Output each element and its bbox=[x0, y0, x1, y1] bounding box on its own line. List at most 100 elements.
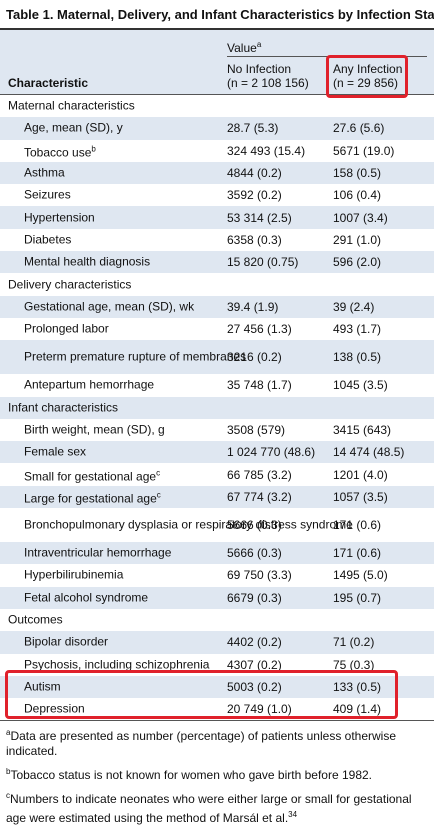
table-row: Large for gestational agec 67 774 (3.2) 10… bbox=[0, 485, 434, 509]
label-text: Small for gestational age bbox=[24, 469, 157, 484]
label-text: Psychosis, including schizophrenia bbox=[24, 657, 210, 672]
row-label: Fetal alcohol syndrome bbox=[24, 591, 224, 604]
table-row: Hypertension 53 314 (2.5) 1007 (3.4) bbox=[0, 206, 434, 229]
label-text: Tobacco use bbox=[24, 145, 92, 160]
table-row: Tobacco useb 324 493 (15.4) 5671 (19.0) bbox=[0, 140, 434, 162]
table-row: Asthma 4844 (0.2) 158 (0.5) bbox=[0, 161, 434, 185]
table-row: Small for gestational agec 66 785 (3.2) 12… bbox=[0, 463, 434, 485]
row-label: Large for gestational agec bbox=[24, 488, 224, 505]
row-label: Bronchopulmonary dysplasia or respirator… bbox=[24, 518, 353, 532]
cell: 66 785 (3.2) bbox=[227, 467, 292, 482]
column-heading: No Infection bbox=[227, 62, 292, 76]
column-heading: Any Infection bbox=[333, 62, 403, 76]
row-label: Prolonged labor bbox=[24, 321, 224, 336]
cell: 133 (0.5) bbox=[333, 679, 382, 694]
row-label: Female sex bbox=[24, 444, 224, 459]
label-text: Gestational age, mean (SD), wk bbox=[24, 299, 195, 314]
table-body: Maternal characteristics Age, mean (SD), … bbox=[0, 95, 434, 720]
cell: 1 024 770 (48.6) bbox=[227, 445, 316, 460]
cell: 27.6 (5.6) bbox=[333, 121, 385, 136]
row-label: Autism bbox=[24, 680, 224, 693]
note-mark: a bbox=[256, 40, 262, 49]
cell: 5666 (0.3) bbox=[227, 518, 282, 533]
cell: 171 (0.6) bbox=[333, 518, 382, 533]
cell: 67 774 (3.2) bbox=[227, 489, 292, 504]
table-title: Table 1. Maternal, Delivery, and Infant … bbox=[0, 0, 434, 30]
cell: 35 748 (1.7) bbox=[227, 378, 292, 393]
cell: 3592 (0.2) bbox=[227, 188, 282, 203]
footnote-text: Numbers to indicate neonates who were ei… bbox=[6, 792, 412, 826]
highlight-box bbox=[326, 55, 408, 98]
cell: 324 493 (15.4) bbox=[227, 143, 306, 158]
row-label: Small for gestational agec bbox=[24, 466, 224, 483]
section-row: Outcomes bbox=[0, 609, 434, 631]
note-mark: b bbox=[6, 767, 11, 777]
label-text: Bronchopulmonary dysplasia or respirator… bbox=[24, 517, 353, 532]
label-text: Asthma bbox=[24, 165, 65, 180]
row-label: Age, mean (SD), y bbox=[24, 121, 224, 135]
cell: 6679 (0.3) bbox=[227, 590, 282, 605]
table-row: Hyperbilirubinemia 69 750 (3.3) 1495 (5.0) bbox=[0, 564, 434, 586]
row-label: Seizures bbox=[24, 188, 224, 202]
note-mark: c bbox=[156, 468, 161, 478]
table-row: Diabetes 6358 (0.3) 291 (1.0) bbox=[0, 229, 434, 251]
cell: 158 (0.5) bbox=[333, 166, 382, 181]
cell: 1057 (3.5) bbox=[333, 489, 388, 504]
row-label: Antepartum hemorrhage bbox=[24, 378, 224, 392]
table-row: Age, mean (SD), y 28.7 (5.3) 27.6 (5.6) bbox=[0, 117, 434, 140]
table-row: Autism 5003 (0.2) 133 (0.5) bbox=[0, 675, 434, 699]
label-text: Large for gestational age bbox=[24, 491, 157, 506]
section-title: Delivery characteristics bbox=[8, 277, 132, 292]
value-heading: Valuea bbox=[227, 40, 261, 55]
label-text: Mental health diagnosis bbox=[24, 254, 151, 269]
cell: 5666 (0.3) bbox=[227, 546, 282, 561]
cell: 3508 (579) bbox=[227, 423, 286, 437]
cell: 69 750 (3.3) bbox=[227, 568, 292, 583]
row-label: Birth weight, mean (SD), g bbox=[24, 422, 224, 437]
characteristic-heading: Characteristic bbox=[8, 76, 89, 90]
footnote-text: Data are presented as number (percentage… bbox=[6, 729, 397, 759]
section-title: Outcomes bbox=[8, 612, 63, 627]
label-text: Female sex bbox=[24, 444, 87, 459]
cell: 39 (2.4) bbox=[333, 299, 375, 314]
cell: 1045 (3.5) bbox=[333, 378, 388, 393]
table-row: Birth weight, mean (SD), g 3508 (579) 3415… bbox=[0, 419, 434, 441]
label-text: Birth weight, mean (SD), g bbox=[24, 422, 165, 437]
table-row: Seizures 3592 (0.2) 106 (0.4) bbox=[0, 184, 434, 206]
cell: 75 (0.3) bbox=[333, 657, 375, 672]
table-row: Gestational age, mean (SD), wk 39.4 (1.9)… bbox=[0, 295, 434, 318]
cell: 28.7 (5.3) bbox=[227, 121, 279, 136]
cell: 15 820 (0.75) bbox=[227, 255, 299, 270]
cell: 71 (0.2) bbox=[333, 635, 375, 650]
label-text: Intraventricular hemorrhage bbox=[24, 545, 172, 560]
cell: 138 (0.5) bbox=[333, 350, 382, 365]
footnote-text: Tobacco status is not known for women wh… bbox=[10, 768, 372, 783]
footnotes: aData are presented as number (percentag… bbox=[0, 720, 434, 826]
label-text: Hyperbilirubinemia bbox=[24, 567, 124, 582]
footnote: bTobacco status is not known for women w… bbox=[6, 764, 428, 783]
value-text: Value bbox=[227, 41, 257, 55]
cell: 3216 (0.2) bbox=[227, 350, 282, 365]
cell: 14 474 (48.5) bbox=[333, 445, 405, 460]
cell: 171 (0.6) bbox=[333, 546, 382, 561]
table-row: Prolonged labor 27 456 (1.3) 493 (1.7) bbox=[0, 318, 434, 340]
row-label: Hypertension bbox=[24, 211, 224, 224]
label-text: Preterm premature rupture of membranes bbox=[24, 349, 247, 364]
table-row: Bipolar disorder 4402 (0.2) 71 (0.2) bbox=[0, 631, 434, 654]
column-n: (n = 29 856) bbox=[333, 76, 399, 90]
section-row: Maternal characteristics bbox=[0, 95, 434, 117]
cell: 291 (1.0) bbox=[333, 232, 382, 247]
section-title: Maternal characteristics bbox=[8, 98, 135, 113]
table-row: Depression 20 749 (1.0) 409 (1.4) bbox=[0, 698, 434, 720]
section-title: Infant characteristics bbox=[8, 400, 119, 415]
row-label: Mental health diagnosis bbox=[24, 254, 224, 269]
cell: 5003 (0.2) bbox=[227, 679, 282, 694]
label-text: Prolonged labor bbox=[24, 321, 109, 336]
footnote: cNumbers to indicate neonates who were e… bbox=[6, 788, 428, 826]
cell: 1201 (4.0) bbox=[333, 467, 388, 482]
row-label: Preterm premature rupture of membranes bbox=[24, 350, 246, 364]
table-row: Antepartum hemorrhage 35 748 (1.7) 1045 (3… bbox=[0, 374, 434, 396]
cell: 53 314 (2.5) bbox=[227, 210, 292, 225]
footnote: aData are presented as number (percentag… bbox=[6, 725, 428, 759]
